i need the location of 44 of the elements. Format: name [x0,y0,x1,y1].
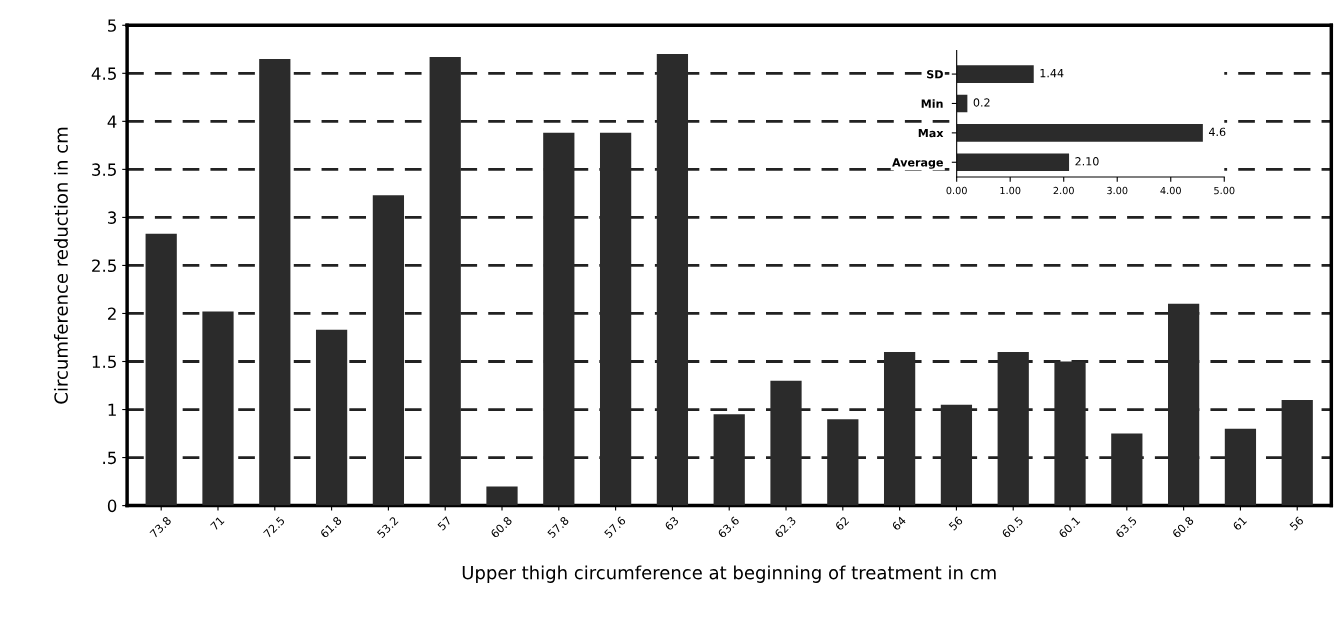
y-tick-label: Min [921,99,943,108]
y-tick-label: SD [927,70,943,79]
bar [315,329,348,506]
x-tick-label: 62 [834,516,850,531]
data-label: 2.10 [1075,157,1099,166]
x-tick-label: 61 [1232,516,1247,531]
bar [956,94,968,113]
x-tick-label: 2.00 [1053,186,1074,195]
y-tick-label: 5 [108,19,116,32]
y-tick-label: 4.5 [91,67,116,80]
bar [486,486,518,506]
bar [956,153,1070,172]
y-tick-label: 2.5 [92,259,116,273]
y-tick-label: 0 [107,499,117,513]
data-label: 1.44 [1040,69,1064,78]
y-axis-title: Circumference reduction in cm [53,127,68,404]
x-tick-label: 4.00 [1160,186,1181,195]
x-axis-title: Upper thigh circumference at beginning of treatment in cm [462,565,996,583]
bar [956,65,1034,83]
x-tick-label: 64 [891,515,907,531]
x-tick-label: 0.00 [946,186,967,195]
x-tick-label: 56 [1289,515,1305,531]
y-tick-label: 4 [107,115,117,128]
y-tick-label: 3.5 [92,163,116,176]
y-tick-label: .5 [103,451,116,465]
y-tick-label: 1.5 [92,355,116,369]
x-tick-label: 5.00 [1214,186,1235,195]
data-label: 4.6 [1208,127,1226,137]
x-tick-label: 56 [948,515,964,531]
x-tick-label: 57 [437,516,452,531]
y-tick-label: 2 [108,307,116,320]
bar [259,58,291,506]
y-tick-label: 3 [108,211,117,224]
y-tick-label: Average [892,158,943,169]
x-tick-label: 3.00 [1107,186,1128,195]
y-tick-label: 1 [108,403,116,416]
x-tick-label: 63 [664,516,680,531]
x-tick-label: 71 [210,516,225,531]
data-label: 0.2 [973,98,990,107]
bar [956,124,1203,142]
y-tick-label: Max [918,128,944,138]
bar [202,311,234,506]
x-tick-label: 1.00 [1000,186,1021,195]
bar [145,233,177,506]
